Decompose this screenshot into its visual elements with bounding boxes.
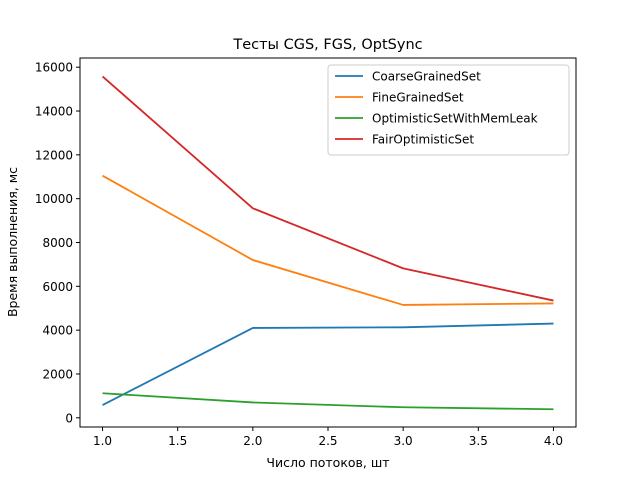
y-tick-label: 8000 (42, 236, 73, 250)
x-axis: 1.0 1.5 2.0 2.5 3.0 3.5 4.0 (93, 427, 563, 448)
y-tick-label: 16000 (35, 61, 73, 75)
chart-title: Тесты CGS, FGS, OptSync (232, 37, 422, 53)
legend-box (327, 64, 570, 156)
x-tick-label: 1.5 (168, 434, 187, 448)
y-axis-label: Время выполнения, мс (5, 167, 20, 317)
y-axis: 0 2000 4000 6000 8000 10000 12000 14000 16000 (35, 61, 80, 425)
legend-label: FairOptimisticSet (372, 133, 474, 147)
y-tick-label: 0 (65, 411, 73, 425)
y-tick-label: 6000 (42, 280, 73, 294)
x-tick-label: 2.5 (318, 434, 337, 448)
legend: CoarseGrainedSet FineGrainedSet Optimistic… (327, 64, 570, 156)
legend-label: FineGrainedSet (372, 91, 464, 105)
series-line-2 (102, 392, 554, 411)
x-tick-label: 1.0 (93, 434, 112, 448)
legend-label: OptimisticSetWithMemLeak (372, 112, 538, 126)
y-tick-label: 12000 (35, 148, 73, 162)
y-tick-label: 4000 (42, 324, 73, 338)
y-tick-label: 2000 (42, 367, 73, 381)
x-axis-label: Число потоков, шт (266, 455, 389, 470)
series-line-1 (102, 174, 554, 306)
series-line-0 (102, 322, 554, 406)
y-tick-label: 10000 (35, 192, 73, 206)
series-line-3 (101, 75, 554, 302)
x-tick-label: 4.0 (544, 434, 563, 448)
x-tick-label: 3.5 (469, 434, 488, 448)
y-tick-label: 14000 (35, 105, 73, 119)
x-tick-label: 3.0 (394, 434, 413, 448)
x-tick-label: 2.0 (243, 434, 262, 448)
legend-label: CoarseGrainedSet (372, 70, 481, 84)
series-lines (101, 75, 554, 411)
